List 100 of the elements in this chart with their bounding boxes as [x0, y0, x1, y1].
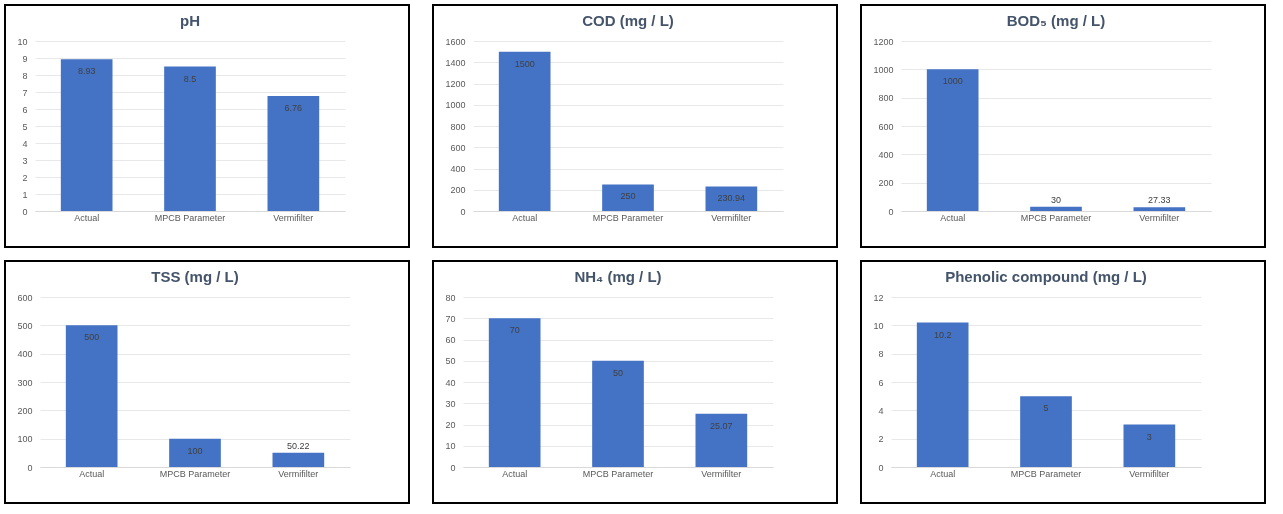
y-tick-label: 1000	[873, 64, 894, 75]
x-tick-label: MPCB Parameter	[1020, 212, 1092, 223]
data-label: 230.94	[717, 193, 746, 204]
y-tick-label: 200	[17, 405, 33, 416]
y-tick-label: 5	[22, 121, 28, 132]
bar	[272, 452, 325, 467]
x-tick-label: Vermifilter	[273, 212, 314, 223]
data-label: 1000	[942, 76, 963, 87]
bar	[1020, 396, 1072, 467]
y-tick-label: 800	[450, 121, 466, 132]
bar	[498, 51, 551, 211]
y-tick-label: 300	[17, 377, 33, 388]
chart-title: BOD₅ (mg / L)	[1006, 12, 1106, 29]
x-tick-label: Vermifilter	[1129, 468, 1170, 479]
data-label: 500	[84, 332, 100, 343]
bar	[267, 96, 320, 211]
y-tick-label: 600	[878, 121, 894, 132]
bar	[926, 69, 979, 211]
x-tick-label: Vermifilter	[278, 468, 319, 479]
bar	[695, 413, 748, 467]
y-tick-label: 400	[878, 149, 894, 160]
bar	[65, 325, 118, 467]
data-label: 5	[1043, 403, 1049, 414]
y-tick-label: 9	[22, 53, 28, 64]
chart-title: COD (mg / L)	[582, 12, 674, 29]
data-label: 50.22	[287, 440, 310, 451]
data-label: 27.33	[1148, 195, 1171, 206]
bar	[1133, 207, 1186, 211]
y-tick-label: 6	[878, 377, 884, 388]
y-tick-label: 8	[878, 349, 884, 360]
y-tick-label: 600	[450, 142, 466, 153]
x-tick-label: Actual	[79, 468, 105, 479]
y-tick-label: 100	[17, 434, 33, 445]
data-label: 30	[1050, 194, 1062, 205]
bar	[164, 66, 216, 211]
y-tick-label: 4	[22, 138, 28, 149]
data-label: 250	[620, 191, 636, 202]
chart-title: Phenolic compound (mg / L)	[945, 268, 1147, 285]
y-tick-label: 3	[22, 155, 28, 166]
x-tick-label: MPCB Parameter	[154, 212, 226, 223]
y-tick-label: 30	[445, 398, 456, 409]
chart-title: pH	[180, 12, 200, 29]
x-tick-label: MPCB Parameter	[592, 212, 664, 223]
data-label: 25.07	[710, 420, 733, 431]
bar	[488, 318, 541, 467]
x-tick-label: Vermifilter	[1139, 212, 1180, 223]
y-tick-label: 4	[878, 405, 884, 416]
bar	[169, 438, 221, 467]
chart-title: TSS (mg / L)	[151, 268, 239, 285]
data-label: 50	[612, 367, 624, 378]
data-label: 3	[1146, 431, 1152, 442]
x-tick-label: Vermifilter	[701, 468, 742, 479]
x-tick-label: Vermifilter	[711, 212, 752, 223]
x-tick-label: Actual	[502, 468, 528, 479]
x-tick-label: Actual	[930, 468, 956, 479]
data-label: 8.5	[183, 73, 197, 84]
bar	[602, 184, 654, 211]
x-tick-label: Actual	[74, 212, 100, 223]
y-tick-label: 10	[445, 441, 456, 452]
y-tick-label: 0	[878, 462, 884, 473]
bar	[916, 322, 969, 467]
data-label: 70	[509, 325, 520, 336]
y-tick-label: 2	[22, 172, 28, 183]
y-tick-label: 12	[873, 292, 884, 303]
y-tick-label: 10	[17, 36, 28, 47]
chart-title: NH₄ (mg / L)	[574, 268, 662, 285]
y-tick-label: 60	[445, 335, 456, 345]
y-tick-label: 6	[22, 104, 28, 115]
y-tick-label: 0	[22, 206, 28, 217]
bar	[60, 59, 113, 211]
data-label: 10.2	[933, 329, 952, 340]
y-tick-label: 50	[445, 356, 456, 367]
bar	[1030, 206, 1082, 211]
y-tick-label: 400	[450, 164, 466, 174]
y-tick-label: 200	[878, 178, 894, 189]
y-tick-label: 1200	[445, 79, 466, 89]
bar	[1123, 424, 1176, 467]
y-tick-label: 0	[888, 206, 894, 217]
y-tick-label: 20	[445, 420, 456, 430]
y-tick-label: 1000	[445, 100, 466, 111]
y-tick-label: 0	[27, 462, 33, 473]
y-tick-label: 0	[450, 462, 456, 473]
y-tick-label: 500	[17, 320, 33, 331]
data-label: 6.76	[284, 103, 303, 114]
y-tick-label: 0	[460, 206, 466, 217]
x-tick-label: MPCB Parameter	[159, 468, 231, 479]
y-tick-label: 7	[22, 87, 28, 98]
bar	[705, 186, 758, 211]
data-label: 8.93	[77, 66, 96, 77]
x-tick-label: MPCB Parameter	[1010, 468, 1082, 479]
y-tick-label: 2	[878, 434, 884, 445]
y-tick-label: 1	[22, 189, 28, 200]
y-tick-label: 80	[445, 292, 456, 303]
y-tick-label: 70	[445, 313, 456, 324]
data-label: 1500	[514, 58, 535, 69]
data-label: 100	[187, 445, 203, 456]
x-tick-label: MPCB Parameter	[582, 468, 654, 479]
x-tick-label: Actual	[512, 212, 538, 223]
bar	[592, 360, 644, 467]
y-tick-label: 1400	[445, 57, 466, 68]
